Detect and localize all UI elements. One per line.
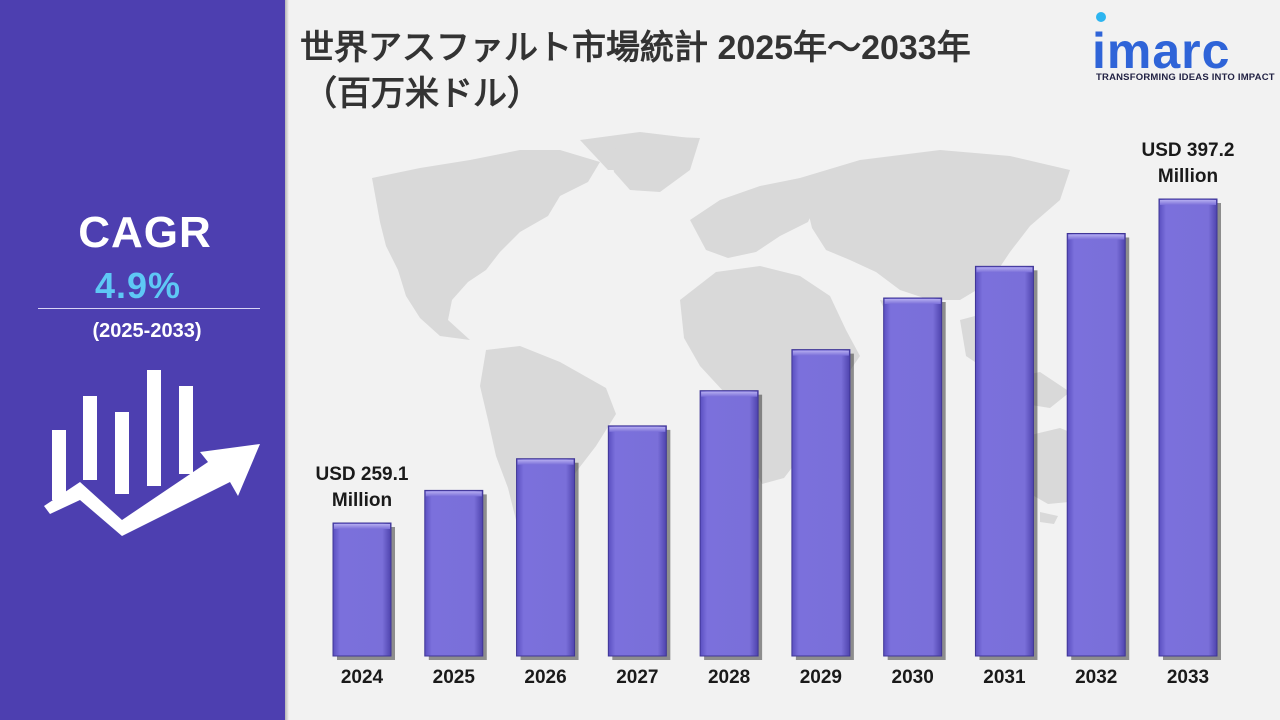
chart-title: 世界アスファルト市場統計 2025年～2033年 — [300, 29, 971, 67]
bar-2030 — [883, 297, 946, 660]
bar-2024 — [332, 522, 395, 660]
bar-cap — [1160, 200, 1216, 205]
growth-chart-icon — [44, 370, 260, 536]
data-label-unit: Million — [1158, 166, 1218, 187]
x-tick-label: 2032 — [1075, 667, 1117, 688]
x-tick-label: 2029 — [800, 667, 842, 688]
cagr-divider — [38, 308, 260, 309]
cagr-period: (2025-2033) — [92, 320, 202, 342]
panel-shadow — [285, 0, 289, 720]
bar-2028 — [699, 390, 763, 660]
cagr-panel — [0, 0, 285, 720]
x-tick-label: 2024 — [341, 667, 384, 688]
bar-2026 — [516, 458, 579, 660]
logo-wordmark: imarc — [1092, 23, 1231, 79]
x-tick-label: 2025 — [433, 667, 476, 688]
bar-2029 — [791, 349, 854, 660]
x-tick-label: 2028 — [708, 667, 750, 688]
logo-tagline: TRANSFORMING IDEAS INTO IMPACT — [1096, 72, 1275, 83]
x-tick-label: 2026 — [524, 667, 566, 688]
bar-cap — [609, 426, 666, 432]
bar-body — [424, 489, 484, 657]
cagr-label: CAGR — [78, 208, 212, 257]
x-tick-label: 2027 — [616, 667, 658, 688]
cagr-value: 4.9% — [94, 265, 182, 306]
data-label-unit: Million — [332, 490, 392, 511]
bar-cap — [976, 267, 1033, 273]
imarc-logo: imarc TRANSFORMING IDEAS INTO IMPACT — [1090, 12, 1275, 92]
bar-body — [1158, 198, 1218, 657]
bar-cap — [1068, 234, 1125, 240]
bar-body — [974, 265, 1034, 657]
bar-cap — [701, 391, 758, 397]
data-label: USD 259.1 — [316, 464, 409, 485]
bar-body — [699, 390, 759, 657]
bar-cap — [884, 299, 941, 305]
bar-cap — [517, 459, 574, 465]
bar-body — [332, 522, 392, 657]
bar-2033 — [1158, 198, 1221, 660]
bar-body — [1066, 232, 1126, 657]
bar-body — [516, 458, 576, 657]
chart-title-unit: （百万米ドル） — [303, 75, 541, 113]
bar-cap — [425, 491, 482, 497]
bar-2025 — [424, 489, 487, 660]
bar-cap — [792, 350, 849, 356]
bar-2032 — [1066, 232, 1130, 661]
bar-2027 — [607, 425, 671, 660]
logo-dot — [1096, 12, 1106, 22]
bar-2031 — [974, 265, 1038, 660]
x-tick-label: 2031 — [983, 667, 1026, 688]
bar-cap — [334, 524, 390, 529]
bar-body — [883, 297, 943, 657]
data-label: USD 397.2 — [1142, 140, 1235, 161]
bar-body — [607, 425, 667, 657]
x-tick-label: 2033 — [1167, 667, 1209, 688]
x-tick-label: 2030 — [892, 667, 934, 688]
bar-body — [791, 349, 851, 657]
